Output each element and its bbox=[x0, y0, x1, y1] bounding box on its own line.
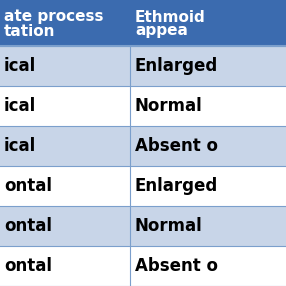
Text: Normal: Normal bbox=[135, 217, 203, 235]
Text: ontal: ontal bbox=[4, 257, 52, 275]
Text: Enlarged: Enlarged bbox=[135, 177, 218, 195]
Bar bbox=[0, 246, 286, 286]
Text: tation: tation bbox=[4, 23, 55, 39]
Bar bbox=[0, 0, 286, 46]
Bar bbox=[0, 206, 286, 246]
Bar bbox=[0, 166, 286, 206]
Text: appea: appea bbox=[135, 23, 188, 39]
Text: ical: ical bbox=[4, 97, 36, 115]
Text: Enlarged: Enlarged bbox=[135, 57, 218, 75]
Text: Normal: Normal bbox=[135, 97, 203, 115]
Text: ontal: ontal bbox=[4, 217, 52, 235]
Bar bbox=[0, 46, 286, 86]
Text: ontal: ontal bbox=[4, 177, 52, 195]
Text: ical: ical bbox=[4, 137, 36, 155]
Bar bbox=[0, 126, 286, 166]
Text: ical: ical bbox=[4, 57, 36, 75]
Text: Absent o: Absent o bbox=[135, 137, 218, 155]
Text: Ethmoid: Ethmoid bbox=[135, 9, 206, 25]
Bar bbox=[0, 86, 286, 126]
Text: Absent o: Absent o bbox=[135, 257, 218, 275]
Text: ate process: ate process bbox=[4, 9, 104, 25]
